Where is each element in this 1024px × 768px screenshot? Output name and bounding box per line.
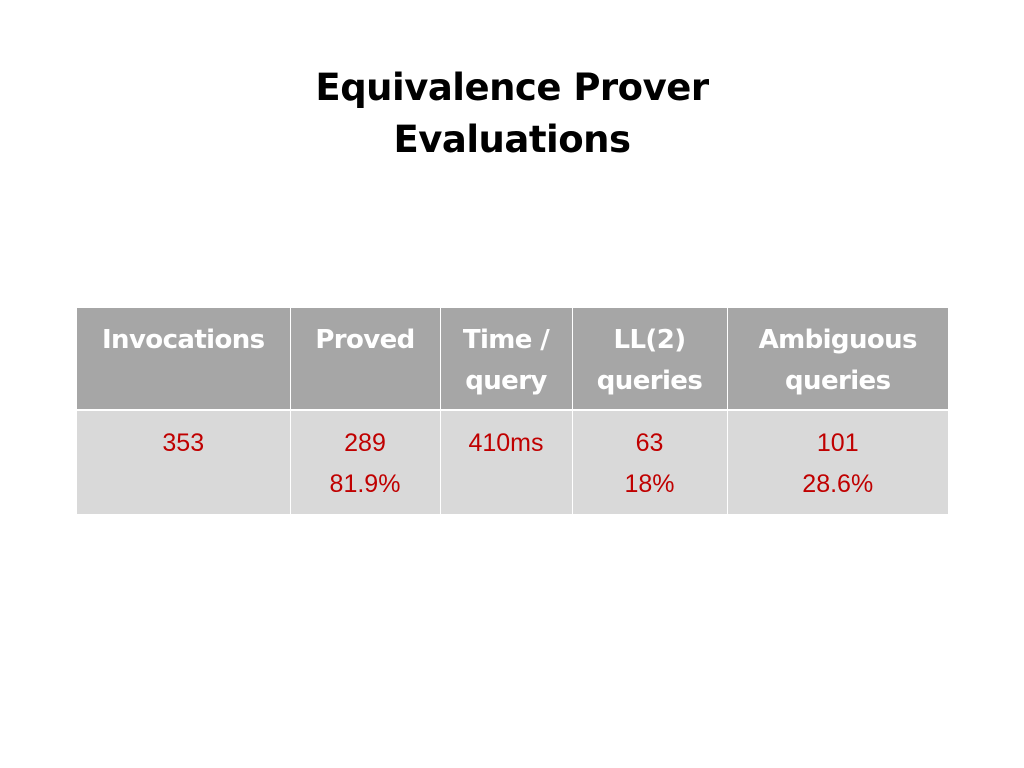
header-time-per-query: Time / query — [439, 308, 572, 411]
cell-invocations: 353 — [77, 410, 290, 514]
cell-proved: 289 81.9% — [289, 410, 440, 514]
slide-title: Equivalence Prover Evaluations — [0, 62, 1024, 166]
table-header-row: Invocations Proved Time / query LL(2) qu… — [77, 308, 948, 411]
title-line-1: Equivalence Prover — [315, 66, 709, 109]
cell-ll2-queries: 63 18% — [571, 410, 727, 514]
evaluation-table: Invocations Proved Time / query LL(2) qu… — [77, 308, 948, 514]
header-proved: Proved — [289, 308, 440, 411]
title-line-2: Evaluations — [393, 118, 631, 161]
header-ambiguous-queries: Ambiguous queries — [726, 308, 948, 411]
cell-time-per-query: 410ms — [439, 410, 572, 514]
header-ll2-queries: LL(2) queries — [571, 308, 727, 411]
cell-ambiguous-queries: 101 28.6% — [726, 410, 948, 514]
header-invocations: Invocations — [77, 308, 290, 411]
table-row: 353 289 81.9% 410ms 63 18% 101 28.6% — [77, 410, 948, 514]
